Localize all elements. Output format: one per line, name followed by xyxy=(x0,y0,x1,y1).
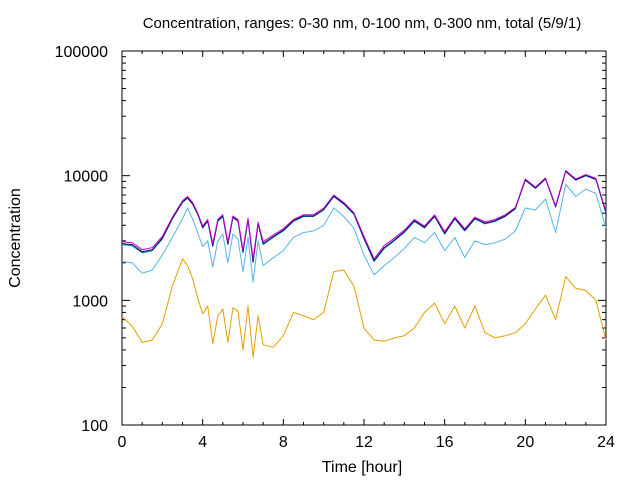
series-line-4 xyxy=(121,170,607,262)
y-tick-label: 100 xyxy=(81,418,108,435)
x-tick-label: 20 xyxy=(516,434,534,451)
x-axis-title: Time [hour] xyxy=(322,459,402,476)
series-line-1 xyxy=(121,258,607,358)
x-tick-label: 16 xyxy=(436,434,454,451)
chart-title: Concentration, ranges: 0-30 nm, 0-100 nm… xyxy=(143,15,582,32)
y-axis: 100 1000 10000 100000 xyxy=(55,44,606,435)
y-tick-label: 1000 xyxy=(72,293,108,310)
y-tick-label: 10000 xyxy=(64,169,109,186)
y-tick-label: 100000 xyxy=(55,44,108,61)
series-line-5 xyxy=(121,170,607,260)
x-tick-label: 4 xyxy=(198,434,207,451)
series-line-2 xyxy=(121,184,607,283)
x-tick-label: 8 xyxy=(279,434,288,451)
x-tick-label: 0 xyxy=(118,434,127,451)
y-axis-title: Concentration xyxy=(7,188,24,288)
x-tick-label: 24 xyxy=(597,434,615,451)
x-axis: 0 4 8 12 16 20 24 xyxy=(118,51,615,451)
series-layer xyxy=(121,170,607,358)
x-tick-label: 12 xyxy=(355,434,373,451)
